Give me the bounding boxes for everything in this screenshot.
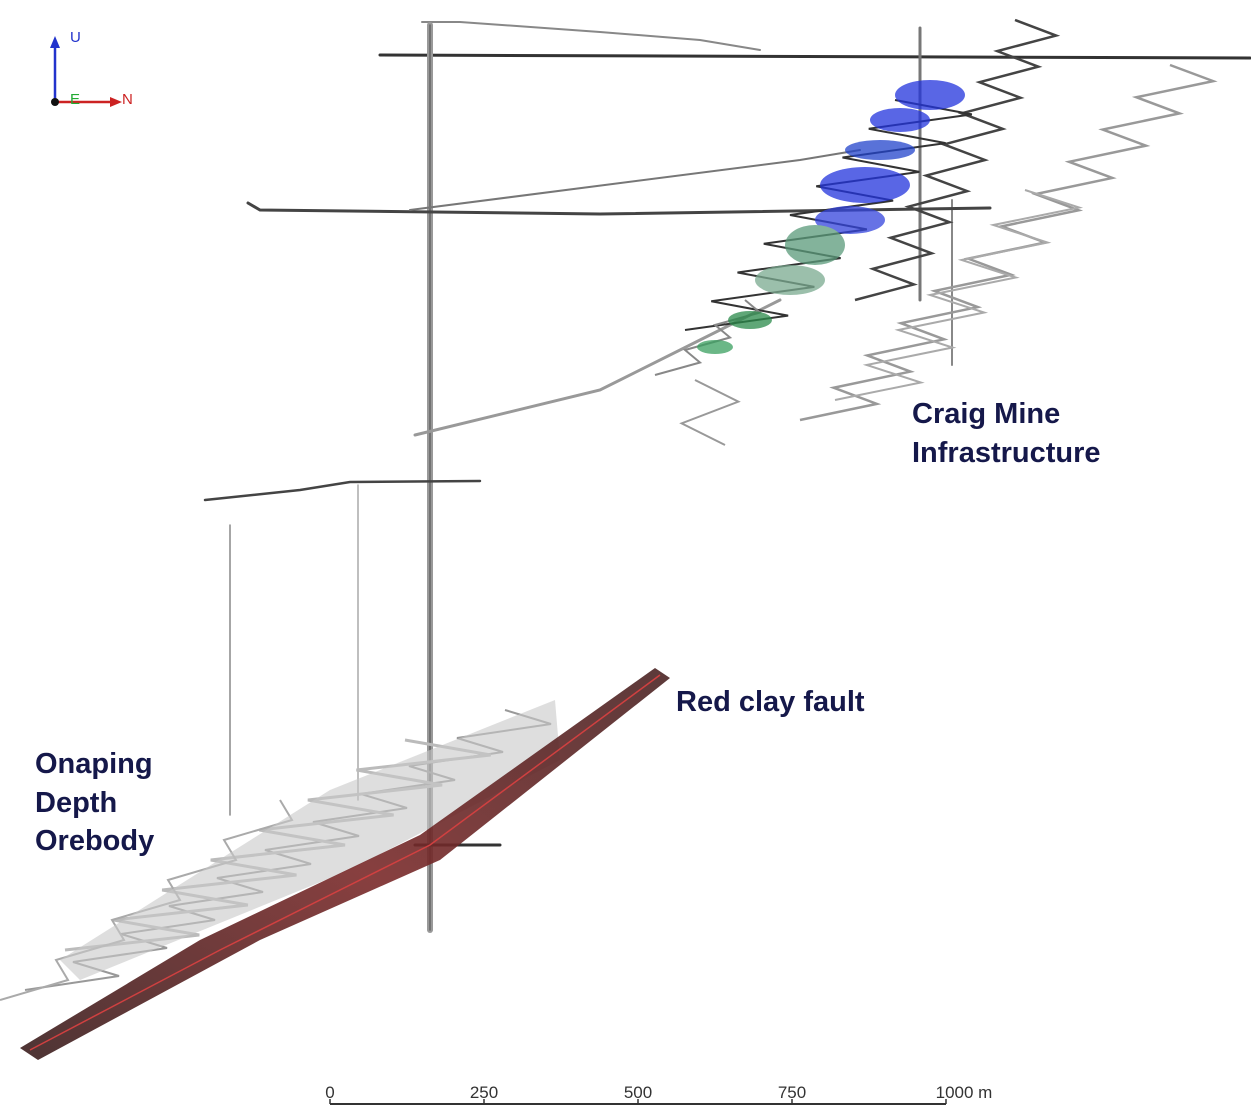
level — [380, 55, 1250, 58]
scale-label: 500 — [624, 1083, 652, 1102]
level — [410, 150, 860, 210]
origin — [51, 98, 59, 106]
scale-labels: 0 250 500 750 1000 m — [325, 1083, 992, 1104]
arrow — [110, 97, 122, 107]
stope — [845, 140, 915, 160]
label: Craig Mine — [912, 398, 1060, 430]
stope — [728, 311, 772, 329]
scale-label: 0 — [325, 1083, 334, 1102]
stopes — [697, 80, 965, 354]
axis-label: U — [70, 29, 81, 46]
scale-label: 750 — [778, 1083, 806, 1102]
scale-label: 250 — [470, 1083, 498, 1102]
stope — [895, 80, 965, 110]
axis-label: E — [70, 91, 80, 108]
ramp — [800, 65, 1213, 420]
axis-label: N — [122, 91, 133, 108]
stope — [755, 265, 825, 295]
stope — [870, 108, 930, 132]
stope — [697, 340, 733, 354]
mine-view: U E N Craig Mine Infrastructure Red clay… — [0, 0, 1251, 1108]
ramps — [0, 20, 1213, 1000]
page: U E N Craig Mine Infrastructure Red clay… — [0, 0, 1251, 1108]
stope — [820, 167, 910, 203]
label: Onaping — [35, 748, 153, 780]
ramp — [682, 380, 739, 445]
axis-triad: U E N — [50, 29, 133, 108]
stope — [785, 225, 845, 265]
label: Red clay fault — [676, 686, 865, 718]
label: Depth — [35, 787, 117, 819]
level — [422, 22, 760, 50]
arrow — [50, 36, 60, 48]
label: Orebody — [35, 825, 154, 857]
label: Infrastructure — [912, 437, 1101, 469]
ramp — [415, 300, 780, 435]
scale-label: 1000 m — [936, 1083, 993, 1102]
ramp — [855, 20, 1056, 300]
level — [205, 481, 480, 500]
